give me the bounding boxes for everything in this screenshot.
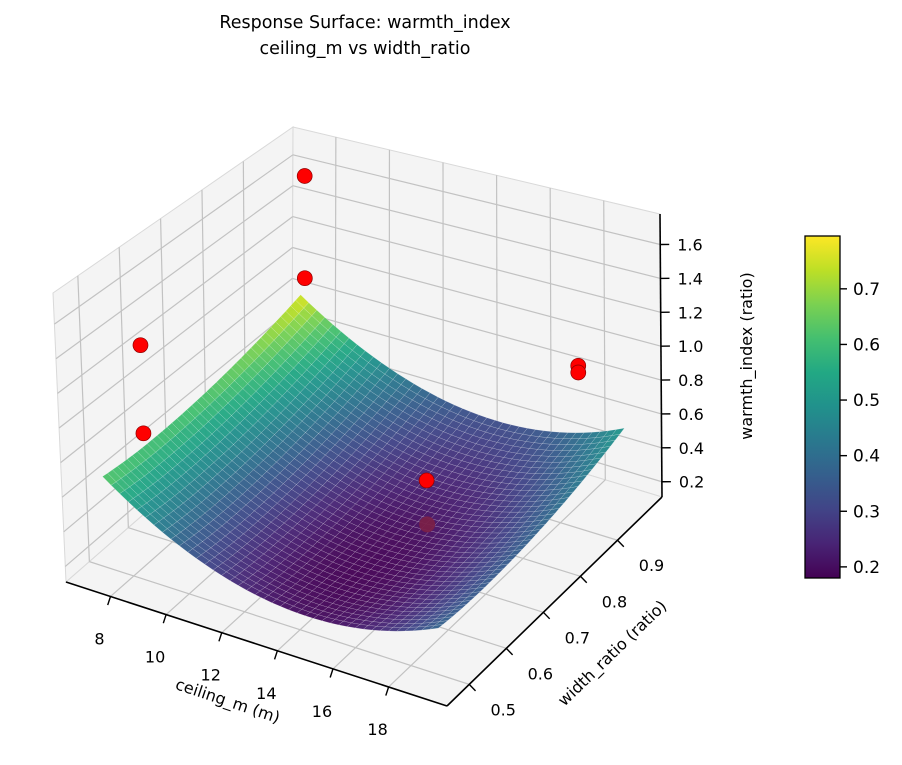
- grid-line: [89, 561, 470, 685]
- y-tick-label: 0.6: [528, 664, 553, 683]
- scatter-points: [132, 168, 587, 533]
- z-tick-label: 1.6: [677, 236, 702, 255]
- grid-line: [77, 275, 90, 562]
- z-tick-label: 1.4: [677, 269, 702, 288]
- z-tick-label: 1.0: [678, 337, 703, 356]
- colorbar-tick-label: 0.7: [853, 280, 880, 300]
- colorbar-tick-label: 0.2: [853, 558, 880, 578]
- axis-spine: [659, 213, 663, 498]
- y-axis-label: width_ratio (ratio): [554, 596, 671, 710]
- grid-line: [292, 246, 662, 347]
- colorbar: 0.2 0.3 0.4 0.5 0.6 0.7: [804, 235, 880, 579]
- tick-mark: [329, 668, 334, 678]
- z-tick-label: 0.6: [678, 405, 703, 424]
- chart-title-line1: Response Surface: warmth_index: [219, 13, 511, 33]
- grid-line: [61, 308, 293, 498]
- tick-mark: [542, 611, 551, 620]
- x-tick-label: 8: [94, 629, 104, 648]
- scatter-point: [132, 337, 149, 354]
- colorbar-tick-label: 0.6: [853, 335, 880, 355]
- grid-line: [292, 185, 661, 279]
- grid-line: [292, 308, 662, 415]
- colorbar-tick-label: 0.4: [853, 447, 880, 467]
- tick-mark: [107, 596, 112, 606]
- tick-mark: [468, 683, 477, 692]
- scatter-point: [296, 168, 313, 184]
- response-surface: [102, 294, 625, 632]
- x-tick-label: 16: [312, 702, 332, 721]
- colorbar-tick-label: 0.5: [853, 391, 880, 411]
- z-axis-label: warmth_index (ratio): [737, 272, 757, 439]
- grid-line: [388, 479, 606, 688]
- scatter-point: [135, 425, 152, 442]
- axis-spine: [446, 496, 663, 707]
- grid-line: [57, 216, 294, 394]
- grid-line: [58, 247, 293, 429]
- x-tick-label: 14: [256, 684, 276, 703]
- y-tick-label: 0.7: [565, 628, 590, 647]
- scatter-point-occluded: [419, 516, 436, 533]
- tick-mark: [505, 647, 514, 656]
- surface-facet: [429, 624, 444, 630]
- grid-line: [54, 154, 294, 325]
- tick-mark: [273, 650, 279, 660]
- grid-line: [55, 185, 294, 360]
- tick-mark: [579, 575, 588, 584]
- chart-title-line2: ceiling_m vs width_ratio: [259, 39, 471, 59]
- tick-mark: [218, 632, 223, 642]
- grid-line: [292, 154, 661, 246]
- grid-line: [292, 216, 661, 313]
- z-tick-label: 0.4: [679, 439, 704, 458]
- y-tick-label: 0.5: [491, 700, 516, 719]
- axes: 8 10 12 14 16 18 0.5 0.6 0.7 0.8 0.9 0.2 0.4 0.6 0.8 1.…: [65, 213, 704, 739]
- axis-spine: [65, 581, 448, 707]
- grid-line: [292, 277, 662, 381]
- grid-line: [60, 277, 293, 464]
- z-tick-label: 0.8: [678, 371, 703, 390]
- grid-line: [549, 187, 552, 464]
- z-tick-label: 1.2: [678, 303, 703, 322]
- y-tick-label: 0.9: [639, 556, 664, 575]
- x-tick-label: 10: [145, 648, 165, 667]
- colorbar-gradient: [804, 235, 841, 579]
- x-tick-label: 12: [201, 666, 221, 685]
- x-tick-label: 18: [367, 720, 387, 739]
- scatter-point: [570, 364, 587, 381]
- z-tick-label: 0.2: [679, 473, 704, 492]
- tick-mark: [385, 686, 390, 696]
- y-tick-label: 0.8: [602, 592, 627, 611]
- colorbar-tick-label: 0.3: [853, 502, 880, 522]
- tick-mark: [617, 539, 625, 548]
- scatter-point: [296, 270, 313, 287]
- chart-title: Response Surface: warmth_index ceiling_m…: [0, 10, 730, 62]
- scatter-point: [418, 472, 435, 489]
- grid-line: [495, 175, 498, 448]
- tick-mark: [162, 614, 167, 624]
